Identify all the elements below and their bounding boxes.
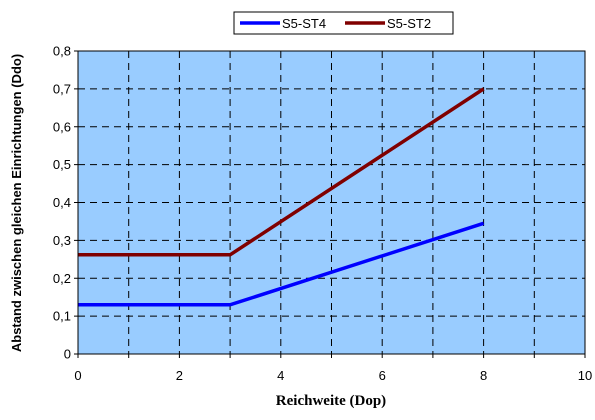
- x-tick-label: 6: [379, 368, 386, 383]
- y-tick-label: 0: [64, 347, 71, 362]
- x-tick-label: 0: [74, 368, 81, 383]
- x-tick-label: 2: [176, 368, 183, 383]
- legend-label-s5-st4: S5-ST4: [282, 16, 326, 31]
- y-axis-title: Abstand zwischen gleichen Einrichtungen …: [9, 54, 24, 352]
- legend-box: [233, 11, 454, 35]
- y-tick-label: 0,5: [53, 157, 71, 172]
- y-tick-label: 0,2: [53, 271, 71, 286]
- x-tick-label: 10: [578, 368, 592, 383]
- y-tick-label: 0,7: [53, 81, 71, 96]
- y-tick-label: 0,3: [53, 233, 71, 248]
- y-tick-label: 0,6: [53, 119, 71, 134]
- y-tick-label: 0,1: [53, 309, 71, 324]
- x-tick-label: 8: [480, 368, 487, 383]
- y-tick-label: 0,4: [53, 195, 71, 210]
- legend-label-s5-st2: S5-ST2: [387, 16, 431, 31]
- y-tick-label: 0,8: [53, 44, 71, 59]
- x-tick-label: 4: [277, 368, 284, 383]
- series-line-s5-st4: [78, 221, 485, 307]
- series-line-s5-st2: [78, 87, 485, 257]
- x-axis-title: Reichweite (Dop): [276, 393, 386, 409]
